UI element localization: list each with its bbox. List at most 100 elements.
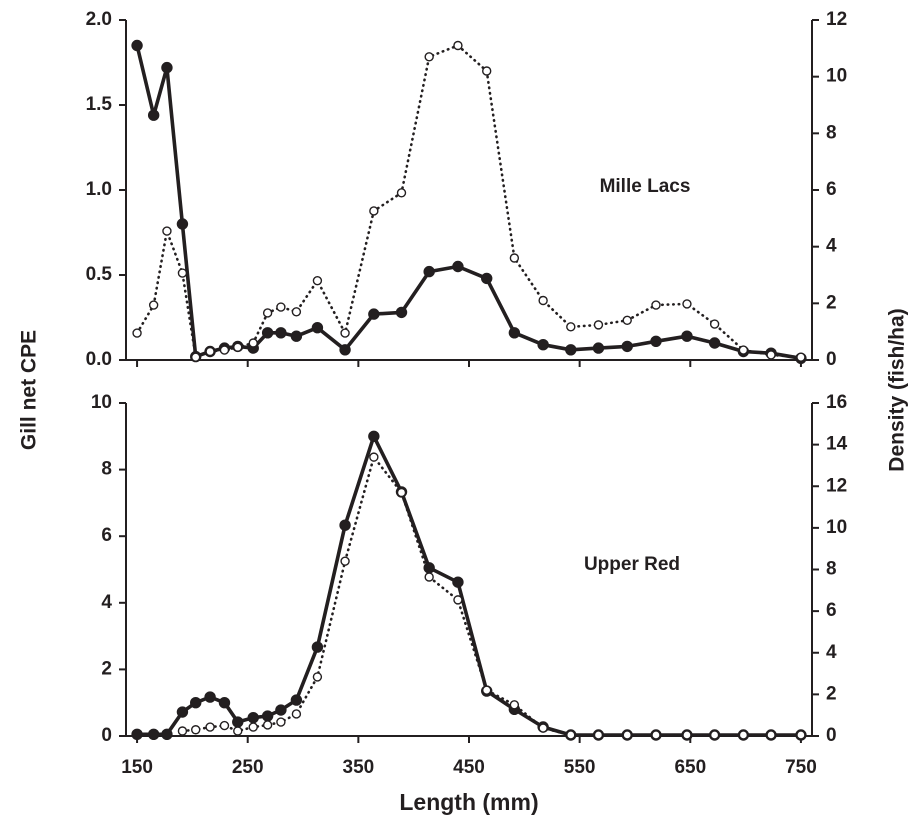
data-point (482, 685, 492, 695)
data-point (566, 322, 576, 332)
data-point (566, 730, 576, 740)
data-point (651, 730, 661, 740)
series-line (181, 455, 803, 737)
data-point (537, 339, 549, 351)
data-point (538, 723, 548, 733)
y2-tick-label: 6 (826, 179, 837, 200)
data-point (261, 327, 274, 339)
data-point (766, 350, 776, 360)
data-point (290, 694, 303, 706)
data-point (593, 730, 604, 740)
data-point (262, 308, 273, 318)
data-point (177, 268, 188, 278)
data-point (311, 322, 324, 334)
data-point (509, 700, 520, 710)
series-line (135, 44, 803, 359)
data-point (248, 722, 258, 732)
data-point (682, 299, 692, 309)
data-point (396, 487, 407, 498)
data-point (339, 344, 351, 356)
data-point (538, 295, 548, 306)
data-point (369, 206, 379, 216)
data-point (291, 307, 302, 317)
data-point (708, 337, 721, 349)
data-point (290, 330, 303, 342)
data-point (339, 519, 351, 531)
y-axis-label: Gill net CPE (18, 330, 41, 450)
data-point (219, 720, 230, 731)
x-tick-label: 250 (232, 757, 264, 778)
data-point (204, 691, 216, 703)
data-point (262, 720, 273, 730)
data-point (205, 346, 215, 357)
panel-label: Upper Red (584, 554, 680, 575)
x-tick-label: 650 (674, 757, 706, 778)
x-tick-label: 150 (121, 757, 153, 778)
data-point (291, 709, 302, 719)
data-point (131, 39, 143, 52)
data-point (622, 730, 632, 740)
x-tick-label: 550 (564, 757, 596, 778)
data-point (621, 340, 633, 353)
x-tick-label: 750 (785, 757, 817, 778)
data-point (340, 556, 350, 566)
y2-tick-label: 10 (826, 66, 847, 87)
y-tick-label: 0 (101, 725, 112, 746)
data-point (452, 260, 464, 273)
y2-tick-label: 4 (826, 236, 837, 257)
data-point (651, 300, 661, 310)
data-point (453, 40, 463, 51)
data-point (396, 188, 407, 198)
y-tick-label: 6 (101, 525, 112, 546)
y2-tick-label: 4 (826, 642, 837, 663)
y-tick-label: 2 (101, 658, 112, 679)
data-point (161, 61, 173, 74)
data-point (131, 728, 143, 741)
data-point (395, 306, 408, 319)
data-point (205, 722, 215, 732)
data-point (593, 320, 604, 330)
data-point (424, 52, 434, 62)
x-axis-label: Length (mm) (399, 789, 538, 815)
data-point (452, 576, 464, 588)
y2-tick-label: 8 (826, 559, 837, 580)
data-point (177, 726, 188, 736)
data-point (796, 730, 806, 740)
data-point (147, 728, 160, 741)
data-point (453, 595, 463, 605)
data-point (508, 327, 521, 339)
data-point (766, 730, 776, 740)
data-point (311, 641, 324, 653)
y2-tick-label: 6 (826, 600, 837, 621)
data-point (261, 710, 274, 722)
y-tick-label: 1.5 (86, 94, 113, 115)
y-tick-label: 4 (101, 592, 112, 613)
y-tick-label: 0.5 (86, 264, 113, 285)
data-point (162, 226, 172, 236)
y2-tick-label: 2 (826, 292, 837, 313)
data-point (276, 717, 286, 727)
data-point (312, 672, 323, 682)
y2-tick-label: 10 (826, 517, 847, 538)
x-tick-label: 350 (343, 757, 375, 778)
data-point (312, 275, 323, 286)
data-point (738, 730, 749, 740)
data-point (190, 697, 202, 709)
data-point (650, 335, 662, 347)
data-point (276, 302, 286, 312)
panel-label: Mille Lacs (600, 176, 691, 197)
y2-tick-label: 16 (826, 392, 847, 413)
data-point (738, 345, 749, 355)
data-point (423, 265, 435, 278)
data-point (233, 342, 243, 352)
data-point (275, 327, 287, 339)
data-point (218, 697, 231, 709)
y2-tick-label: 14 (826, 434, 848, 455)
data-point (340, 328, 350, 338)
x-tick-label: 450 (453, 757, 485, 778)
data-point (132, 328, 142, 338)
series-line (135, 43, 803, 361)
data-point (176, 706, 189, 718)
data-point (176, 218, 189, 230)
